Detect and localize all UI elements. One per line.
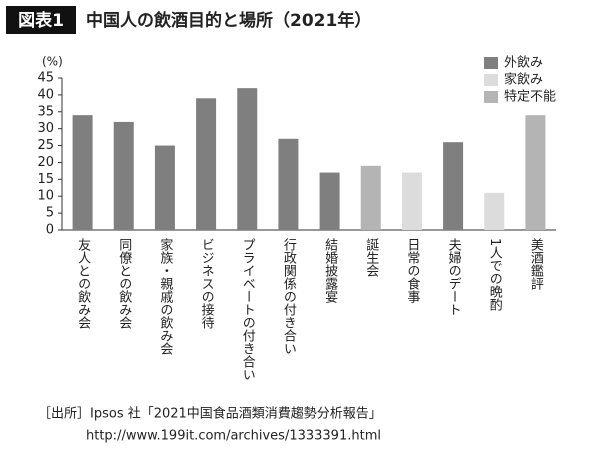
legend-swatch xyxy=(484,74,498,86)
y-tick-label: 10 xyxy=(37,189,54,204)
bar xyxy=(72,115,93,230)
bar xyxy=(113,121,134,230)
legend-swatch xyxy=(484,91,498,103)
y-tick-label: 45 xyxy=(37,71,54,86)
legend-swatch xyxy=(484,57,498,69)
bar xyxy=(278,138,299,230)
figure-badge xyxy=(6,6,76,34)
x-tick-label: ビジネスの接待 xyxy=(199,238,215,329)
bar xyxy=(196,98,217,231)
bar xyxy=(360,165,381,230)
x-tick-label: 1人での晩酌 xyxy=(487,238,503,312)
bar xyxy=(319,172,340,230)
x-tick-label: 友人との飲み会 xyxy=(75,237,91,329)
x-tick-label: 日常の食事 xyxy=(404,238,420,303)
y-tick-label: 30 xyxy=(37,121,54,136)
y-tick-label: 25 xyxy=(37,138,54,153)
y-tick-label: 35 xyxy=(37,104,54,119)
bar xyxy=(401,172,422,230)
bar xyxy=(154,145,175,230)
legend-label: 特定不能 xyxy=(504,90,556,105)
bar xyxy=(525,115,546,230)
y-tick-label: 15 xyxy=(37,172,54,187)
x-tick-label: 誕生会 xyxy=(363,238,379,277)
legend-label: 外飲み xyxy=(504,55,543,71)
x-tick-label: 夫婦のデート xyxy=(446,238,462,316)
x-tick-label: 美酒鑑評 xyxy=(528,238,544,290)
y-tick-label: 40 xyxy=(37,87,54,102)
bar xyxy=(484,192,505,230)
source: ［出所］Ipsos 社「2021中国食品酒類消費趨勢分析報告」 xyxy=(38,406,382,422)
x-tick-label: 行政関係の付き合い xyxy=(281,238,297,355)
source-url: http://www.199it.com/archives/1333391.ht… xyxy=(86,429,381,444)
chart-title: 中国人の飲酒目的と場所（2021年） xyxy=(86,10,371,31)
y-tick-label: 5 xyxy=(46,206,54,221)
x-tick-label: 家族・親戚の飲み会 xyxy=(157,237,173,355)
figure-label: 図表1 xyxy=(18,10,64,31)
y-axis-label: (%) xyxy=(42,55,63,69)
x-tick-label: 同僚との飲み会 xyxy=(116,238,132,329)
x-tick-label: プライベートの付き合い xyxy=(240,238,256,381)
x-tick-label: 結婚披露宴 xyxy=(322,238,338,303)
bar xyxy=(443,142,464,230)
bar xyxy=(237,88,258,230)
y-tick-label: 20 xyxy=(37,155,54,170)
y-tick-label: 0 xyxy=(46,223,54,238)
legend-label: 家飲み xyxy=(504,72,543,88)
